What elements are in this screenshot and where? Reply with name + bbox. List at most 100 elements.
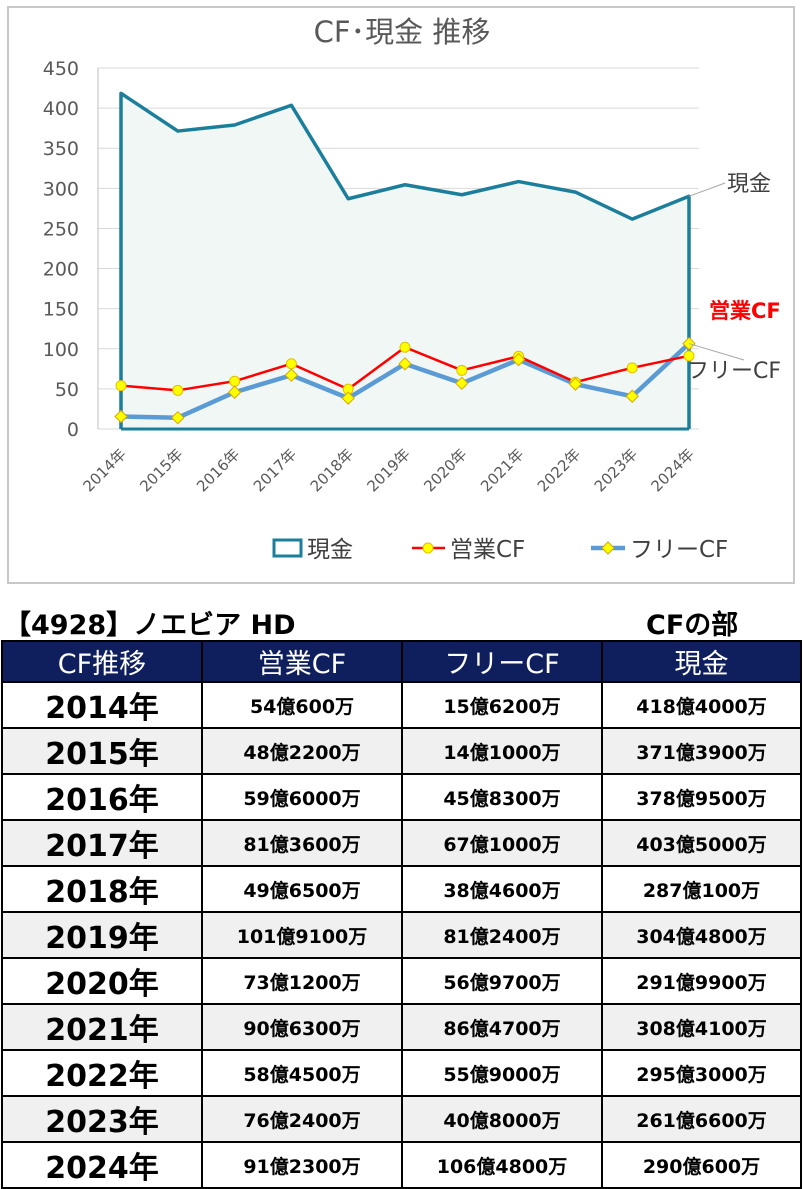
x-tick-label: 2023年 <box>591 445 641 495</box>
x-tick-label: 2018年 <box>307 445 357 495</box>
table-row: 2022年 58億4500万 55億9000万 295億3000万 <box>1 1049 802 1097</box>
header-cash: 現金 <box>601 640 802 683</box>
free-cf-point <box>455 376 469 391</box>
cash-line <box>119 91 691 429</box>
row-free-cf: 56億9700万 <box>401 957 603 1005</box>
section-title: CFの部 <box>646 610 739 641</box>
row-operating-cf: 73億1200万 <box>201 957 403 1005</box>
row-cash: 291億9900万 <box>601 957 802 1005</box>
row-year: 2014年 <box>1 681 203 729</box>
legend-operating-cf-label: 営業CF <box>450 537 525 563</box>
row-year: 2019年 <box>1 911 203 959</box>
row-year: 2017年 <box>1 819 203 867</box>
x-tick-label: 2014年 <box>79 445 129 495</box>
y-tick-label: 450 <box>43 58 79 80</box>
x-tick-label: 2024年 <box>647 445 697 495</box>
row-cash: 418億4000万 <box>601 681 802 729</box>
row-year: 2018年 <box>1 865 203 913</box>
operating-cf-point <box>285 358 297 370</box>
y-tick-label: 300 <box>43 178 79 200</box>
company-title: 【4928】ノエビア HD <box>4 610 296 641</box>
row-operating-cf: 90億6300万 <box>201 1003 403 1051</box>
table-row: 2014年 54億600万 15億6200万 418億4000万 <box>1 681 802 729</box>
row-year: 2024年 <box>1 1141 203 1189</box>
operating-cf-point <box>172 384 184 396</box>
row-free-cf: 67億1000万 <box>401 819 603 867</box>
cf-table: CF推移 営業CF フリーCF 現金 2014年 54億600万 15億6200万 4… <box>1 640 802 1189</box>
x-tick-label: 2020年 <box>420 445 470 495</box>
row-operating-cf: 59億6000万 <box>201 773 403 821</box>
y-tick-label: 150 <box>43 299 79 321</box>
row-year: 2016年 <box>1 773 203 821</box>
x-tick-label: 2022年 <box>534 445 584 495</box>
operating-cf-series-label: 営業CF <box>709 299 781 323</box>
row-operating-cf: 76億2400万 <box>201 1095 403 1143</box>
x-tick-label: 2015年 <box>136 445 186 495</box>
x-tick-label: 2019年 <box>363 445 413 495</box>
table-row: 2017年 81億3600万 67億1000万 403億5000万 <box>1 819 802 867</box>
table-body: 2014年 54億600万 15億6200万 418億4000万 2015年 48億220… <box>1 681 802 1189</box>
free-cf-series-label: フリーCF <box>687 359 781 384</box>
row-free-cf: 45億8300万 <box>401 773 603 821</box>
table-header-row: CF推移 営業CF フリーCF 現金 <box>1 640 802 683</box>
operating-cf-point <box>456 364 468 376</box>
table-row: 2018年 49億6500万 38億4600万 287億100万 <box>1 865 802 913</box>
y-tick-label: 0 <box>67 419 79 441</box>
row-free-cf: 81億2400万 <box>401 911 603 959</box>
legend-free-cf-marker <box>601 541 615 555</box>
x-tick-label: 2021年 <box>477 445 527 495</box>
row-year: 2020年 <box>1 957 203 1005</box>
row-year: 2021年 <box>1 1003 203 1051</box>
free-cf-point <box>114 409 128 424</box>
row-year: 2023年 <box>1 1095 203 1143</box>
legend-cash-label: 現金 <box>307 537 353 563</box>
table-row: 2023年 76億2400万 40億8000万 261億6600万 <box>1 1095 802 1143</box>
row-free-cf: 14億1000万 <box>401 727 603 775</box>
table-row: 2016年 59億6000万 45億8300万 378億9500万 <box>1 773 802 821</box>
row-cash: 378億9500万 <box>601 773 802 821</box>
row-free-cf: 106億4800万 <box>401 1141 603 1189</box>
operating-cf-point <box>399 341 411 353</box>
free-cf-point <box>511 352 526 367</box>
row-operating-cf: 54億600万 <box>201 681 403 729</box>
legend-cash-swatch <box>272 538 303 558</box>
y-tick-label: 200 <box>43 259 79 281</box>
free-cf-point <box>341 391 355 405</box>
x-tick-label: 2017年 <box>250 445 300 495</box>
row-year: 2015年 <box>1 727 203 775</box>
header-operating-cf: 営業CF <box>201 640 403 683</box>
y-tick-label: 100 <box>43 339 79 361</box>
chart-title: CF･現金 推移 <box>314 15 491 49</box>
free-cf-point <box>398 357 412 371</box>
row-year: 2022年 <box>1 1049 203 1097</box>
table-row: 2021年 90億6300万 86億4700万 308億4100万 <box>1 1003 802 1051</box>
legend-free-cf-label: フリーCF <box>630 537 728 563</box>
free-cf-label-leader <box>688 343 745 361</box>
header-cf-trend: CF推移 <box>1 640 203 683</box>
y-tick-label: 50 <box>55 379 79 401</box>
row-operating-cf: 81億3600万 <box>201 819 403 867</box>
free-cf-point <box>227 385 242 399</box>
row-cash: 371億3900万 <box>601 727 802 775</box>
table-row: 2020年 73億1200万 56億9700万 291億9900万 <box>1 957 802 1005</box>
free-cf-point <box>568 377 583 391</box>
cash-area <box>121 93 689 429</box>
row-free-cf: 15億6200万 <box>401 681 603 729</box>
row-free-cf: 40億8000万 <box>401 1095 603 1143</box>
row-free-cf: 38億4600万 <box>401 865 603 913</box>
cf-cash-chart: CF･現金 推移 0 50 100 150 200 250 300 350 400 450 2014年… <box>43 15 781 563</box>
row-cash: 261億6600万 <box>601 1095 802 1143</box>
row-free-cf: 55億9000万 <box>401 1049 603 1097</box>
operating-cf-point <box>626 362 638 374</box>
operating-cf-point <box>683 350 695 362</box>
row-cash: 308億4100万 <box>601 1003 802 1051</box>
table-row: 2015年 48億2200万 14億1000万 371億3900万 <box>1 727 802 775</box>
row-operating-cf: 101億9100万 <box>201 911 403 959</box>
row-cash: 287億100万 <box>601 865 802 913</box>
y-tick-label: 350 <box>43 138 79 160</box>
free-cf-point <box>625 389 639 403</box>
table-row: 2019年 101億9100万 81億2400万 304億4800万 <box>1 911 802 959</box>
cash-series-label: 現金 <box>727 172 771 197</box>
row-cash: 403億5000万 <box>601 819 802 867</box>
y-tick-label: 250 <box>43 218 79 240</box>
